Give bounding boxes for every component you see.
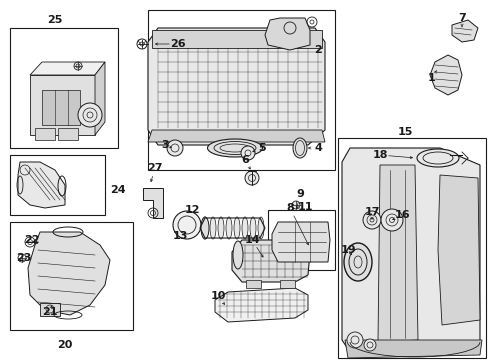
Circle shape [363, 339, 375, 351]
Text: 11: 11 [297, 202, 312, 212]
Ellipse shape [201, 217, 208, 239]
Circle shape [241, 146, 254, 160]
Text: 16: 16 [393, 210, 409, 220]
Text: 15: 15 [397, 127, 412, 137]
Ellipse shape [242, 217, 247, 239]
Text: 24: 24 [110, 185, 125, 195]
Text: 22: 22 [24, 235, 40, 245]
Circle shape [167, 140, 183, 156]
Text: 19: 19 [340, 245, 355, 255]
Bar [337, 138, 485, 358]
Bar [148, 10, 334, 170]
Polygon shape [451, 20, 477, 42]
Ellipse shape [343, 243, 371, 281]
Bar [280, 280, 294, 288]
Text: 26: 26 [170, 39, 185, 49]
Ellipse shape [202, 217, 207, 239]
Polygon shape [142, 188, 163, 218]
Text: 7: 7 [457, 13, 465, 23]
Circle shape [78, 103, 102, 127]
Ellipse shape [209, 217, 216, 239]
Text: 10: 10 [210, 291, 225, 301]
Polygon shape [148, 28, 325, 145]
Polygon shape [377, 165, 417, 342]
Polygon shape [30, 62, 105, 75]
Text: 6: 6 [241, 155, 248, 165]
Polygon shape [18, 162, 65, 208]
Polygon shape [28, 232, 110, 315]
Circle shape [303, 243, 312, 253]
Polygon shape [429, 55, 461, 95]
Polygon shape [95, 62, 105, 135]
Text: 2: 2 [313, 45, 321, 55]
Text: 14: 14 [244, 235, 259, 245]
Polygon shape [341, 148, 479, 355]
Circle shape [291, 201, 299, 209]
Polygon shape [264, 18, 309, 50]
Circle shape [346, 332, 362, 348]
Text: 8: 8 [285, 203, 293, 213]
Text: 4: 4 [313, 143, 321, 153]
Ellipse shape [225, 217, 231, 239]
Polygon shape [58, 128, 78, 140]
Text: 17: 17 [364, 207, 379, 217]
Text: 3: 3 [161, 140, 168, 150]
Polygon shape [215, 288, 307, 322]
Bar [10, 222, 133, 330]
Ellipse shape [249, 217, 256, 239]
Ellipse shape [416, 149, 458, 167]
Ellipse shape [234, 217, 240, 239]
Text: 21: 21 [42, 307, 58, 317]
Polygon shape [30, 75, 95, 135]
Text: 12: 12 [184, 205, 199, 215]
Polygon shape [271, 222, 329, 262]
Bar [152, 30, 321, 48]
Text: 9: 9 [295, 189, 304, 199]
Circle shape [244, 171, 259, 185]
Text: 13: 13 [172, 231, 187, 241]
Ellipse shape [292, 138, 306, 158]
Text: 20: 20 [57, 340, 73, 350]
Polygon shape [35, 128, 55, 140]
Circle shape [173, 211, 201, 239]
Bar [10, 28, 118, 148]
Text: 27: 27 [147, 163, 163, 173]
Ellipse shape [218, 217, 224, 239]
Text: 25: 25 [47, 15, 62, 25]
Text: 5: 5 [258, 143, 265, 153]
Polygon shape [148, 130, 325, 142]
Polygon shape [40, 303, 60, 316]
Circle shape [362, 211, 380, 229]
Polygon shape [231, 240, 309, 282]
Text: 1: 1 [427, 73, 435, 83]
Circle shape [380, 209, 402, 231]
Text: 18: 18 [371, 150, 387, 160]
Ellipse shape [207, 139, 262, 157]
Bar [245, 280, 261, 288]
Text: 23: 23 [16, 253, 32, 263]
Ellipse shape [258, 217, 264, 239]
Polygon shape [437, 175, 479, 325]
Polygon shape [345, 340, 481, 358]
Bar [267, 210, 334, 270]
Ellipse shape [232, 241, 243, 269]
Bar [10, 155, 105, 215]
Polygon shape [42, 90, 80, 125]
